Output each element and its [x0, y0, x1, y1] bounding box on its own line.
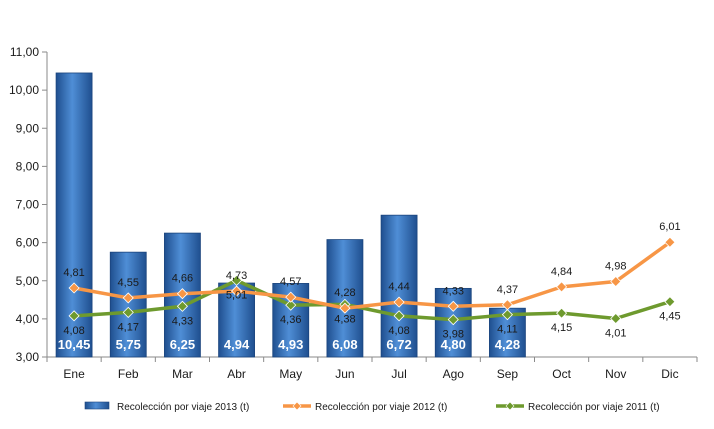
x-tick-label: Sep	[497, 367, 519, 381]
series-2011-point	[664, 296, 676, 308]
x-tick-label: Ago	[443, 367, 465, 381]
legend-2012-item: Recolección por viaje 2012 (t)	[283, 401, 447, 413]
series-2011-point	[176, 300, 188, 312]
data-label-2012: 4,57	[280, 276, 301, 288]
data-label-2012: 4,44	[388, 281, 409, 293]
data-label-2013: 6,25	[170, 337, 195, 352]
legend-2013-label: Recolección por viaje 2013 (t)	[117, 402, 249, 413]
x-tick-label: Dic	[661, 367, 678, 381]
bar	[380, 214, 418, 358]
plot-area: 3,00 4,00 5,00 6,00 7,00 8,00 9,00 10,00 11,00 En…	[9, 45, 698, 381]
x-tick-label: Mar	[172, 367, 193, 381]
data-label-2011: 4,36	[280, 314, 301, 326]
bar	[326, 239, 364, 358]
series-2011-point	[556, 307, 568, 319]
x-tick-label: Nov	[605, 367, 626, 381]
series-2011-point	[231, 274, 243, 286]
legend-2012-label: Recolección por viaje 2012 (t)	[315, 402, 447, 413]
data-label-2011: 4,15	[551, 322, 572, 334]
bar	[109, 251, 147, 358]
series-2012-point	[393, 296, 405, 308]
series-2011-point	[68, 310, 80, 322]
data-label-2012: 4,33	[443, 285, 464, 297]
series-2012-point	[556, 281, 568, 293]
series-2011-point	[122, 306, 134, 318]
y-tick-label: 9,00	[16, 121, 40, 135]
series-2012-point	[447, 300, 459, 312]
series-2012-point	[231, 285, 243, 297]
data-label-2011: 4,01	[605, 327, 626, 339]
y-tick-label: 10,00	[9, 83, 39, 97]
y-tick-label: 7,00	[16, 198, 40, 212]
data-label-2013: 6,08	[332, 337, 357, 352]
legend-2013-swatch	[84, 401, 110, 410]
data-label-2011: 4,08	[388, 325, 409, 337]
data-label-2012: 4,37	[497, 284, 518, 296]
data-label-2012: 4,73	[226, 270, 247, 282]
data-label-2011: 3,98	[443, 329, 464, 341]
series-2012-point	[176, 288, 188, 300]
data-label-2011: 4,45	[659, 311, 680, 323]
y-tick-label: 3,00	[16, 350, 40, 364]
series-2011-point	[285, 299, 297, 311]
series-2011-line	[73, 278, 671, 322]
series-2012-point	[68, 282, 80, 294]
series-2011-point	[393, 310, 405, 322]
y-tick-label: 11,00	[10, 45, 39, 59]
data-label-2012: 4,81	[63, 267, 84, 279]
data-label-2013: 4,93	[278, 337, 303, 352]
data-label-2011: 4,08	[63, 325, 84, 337]
data-label-2013: 5,75	[116, 337, 141, 352]
legend-2013-item: Recolección por viaje 2013 (t)	[84, 401, 249, 413]
data-label-2012: 4,55	[118, 277, 139, 289]
legend: Recolección por viaje 2013 (t) Recolecció…	[84, 401, 660, 413]
y-tick-label: 6,00	[16, 236, 40, 250]
x-tick-label: Jul	[391, 367, 406, 381]
series-2012-point	[339, 302, 351, 314]
data-label-2011: 4,11	[497, 324, 518, 336]
series-2012-point	[285, 291, 297, 303]
data-label-2013: 10,45	[58, 337, 91, 352]
x-tick-label: Feb	[118, 367, 139, 381]
series-2012-point	[122, 292, 134, 304]
data-label-2012: 4,28	[334, 287, 355, 299]
y-tick-label: 4,00	[16, 312, 40, 326]
data-label-2012: 6,01	[659, 221, 680, 233]
y-tick-label: 8,00	[16, 159, 40, 173]
series-2012-line	[73, 240, 671, 310]
legend-2011-label: Recolección por viaje 2011 (t)	[528, 402, 660, 413]
series-2012-point	[501, 299, 513, 311]
data-label-2012: 4,98	[605, 261, 626, 273]
data-label-2011: 4,33	[172, 315, 193, 327]
series-2011-point	[501, 309, 513, 321]
legend-2011-marker	[505, 401, 515, 411]
data-label-2012: 4,84	[551, 266, 572, 278]
data-label-2013: 6,72	[386, 337, 411, 352]
x-tick-label: Jun	[335, 367, 354, 381]
x-tick-label: May	[279, 367, 302, 381]
bar	[55, 72, 93, 358]
series-2012-point	[664, 236, 676, 248]
data-label-2011: 4,38	[334, 313, 355, 325]
data-label-2013: 4,80	[441, 337, 466, 352]
data-label-2013: 4,28	[495, 337, 520, 352]
series-2012-point	[610, 275, 622, 288]
series-2011-point	[447, 314, 459, 326]
data-label-2011: 4,17	[118, 321, 139, 333]
legend-2011-item: Recolección por viaje 2011 (t)	[496, 401, 660, 413]
x-tick-label: Abr	[227, 367, 246, 381]
legend-2012-marker	[292, 401, 302, 411]
x-tick-label: Oct	[552, 367, 571, 381]
y-tick-label: 5,00	[16, 274, 40, 288]
series-2011-point	[610, 312, 622, 325]
data-label-2012: 4,66	[172, 273, 193, 285]
x-tick-label: Ene	[63, 367, 85, 381]
data-label-2013: 4,94	[224, 337, 250, 352]
data-label-2011: 5,01	[226, 289, 247, 301]
